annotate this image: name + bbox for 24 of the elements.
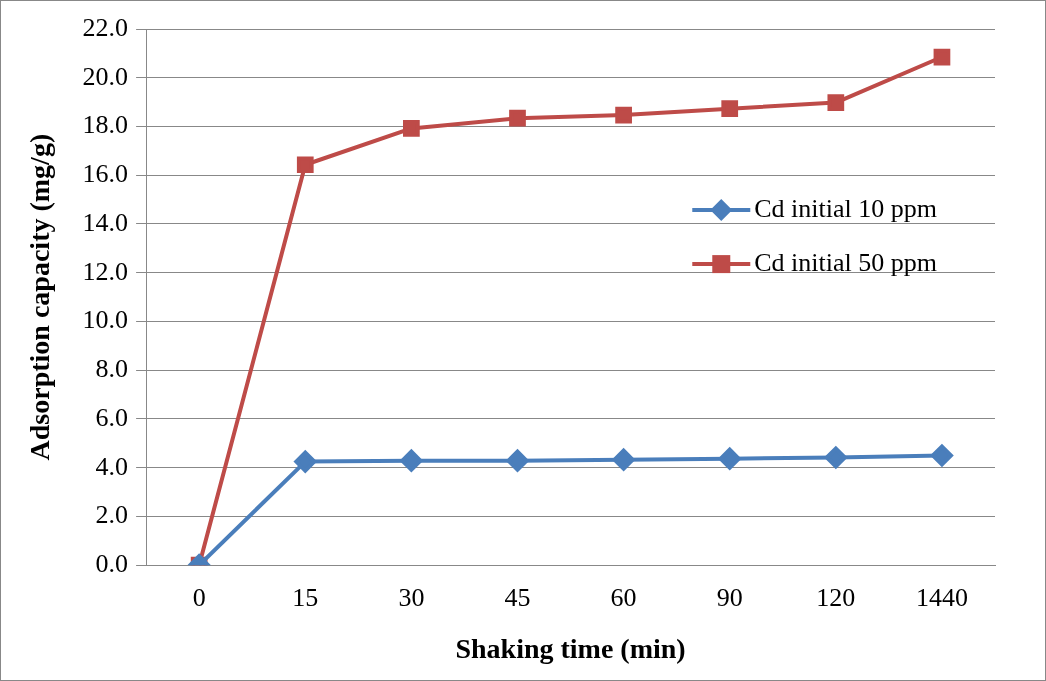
y-tick-label: 8.0 xyxy=(95,354,129,384)
y-axis-title: Adsorption capacity (mg/g) xyxy=(24,133,56,461)
y-tick-label: 16.0 xyxy=(82,159,129,189)
y-tick-label: 2.0 xyxy=(95,500,129,530)
x-tick-label: 0 xyxy=(192,582,206,612)
legend-label: Cd initial 10 ppm xyxy=(754,193,938,223)
y-tick-label: 4.0 xyxy=(95,451,129,481)
x-axis-title: Shaking time (min) xyxy=(455,633,686,665)
y-tick-label: 6.0 xyxy=(95,402,129,432)
x-tick-label: 1440 xyxy=(915,582,968,612)
x-tick-label: 15 xyxy=(292,582,319,612)
legend-label: Cd initial 50 ppm xyxy=(754,247,938,277)
x-tick-label: 30 xyxy=(398,582,425,612)
y-tick-label: 14.0 xyxy=(82,207,129,237)
x-tick-label: 90 xyxy=(716,582,743,612)
y-tick-label: 0.0 xyxy=(95,549,129,579)
y-tick-label: 20.0 xyxy=(82,61,129,91)
x-tick-label: 120 xyxy=(816,582,856,612)
x-tick-label: 60 xyxy=(610,582,637,612)
y-tick-label: 10.0 xyxy=(82,305,129,335)
y-tick-label: 18.0 xyxy=(82,110,129,140)
x-tick-label: 45 xyxy=(504,582,531,612)
y-tick-label: 22.0 xyxy=(82,12,129,42)
y-tick-label: 12.0 xyxy=(82,256,129,286)
